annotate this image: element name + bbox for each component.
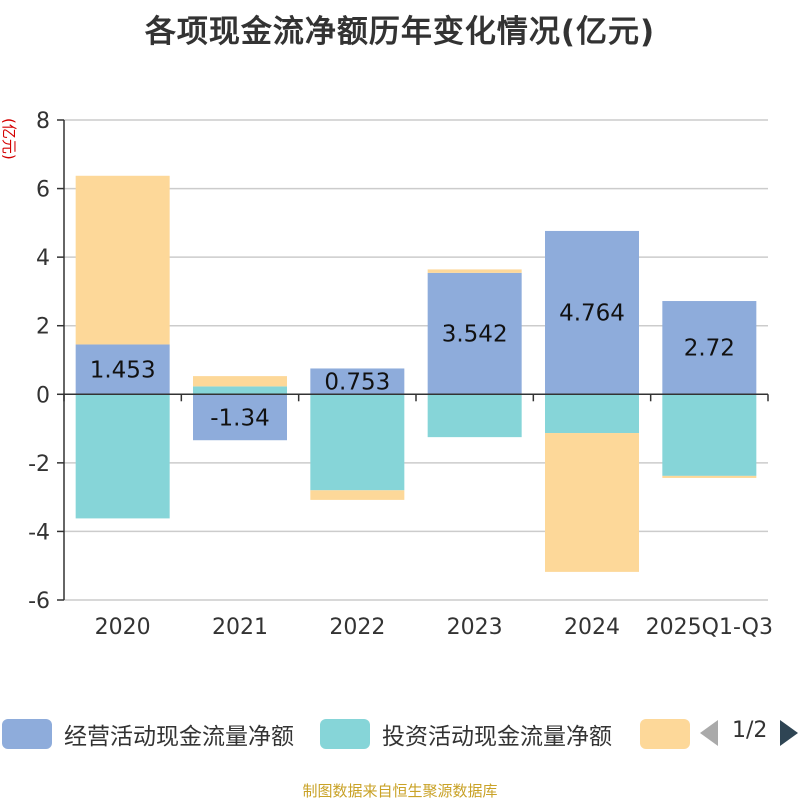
data-label: 2.72: [684, 336, 735, 362]
legend-label-investing: 投资活动现金流量净额: [382, 724, 612, 750]
bar-segment-s1: [310, 394, 405, 491]
legend-item-operating[interactable]: 经营活动现金流量净额: [2, 716, 294, 752]
pager-page-indicator: 1/2: [732, 718, 768, 743]
y-tick-label: 2: [36, 315, 50, 340]
bar-chart: 8 6 4 2 0 -2 -4 -6 (亿元) 2020 2021 2022 2023 2024 2025Q…: [0, 109, 773, 640]
bar-segment-s2: [75, 175, 170, 345]
bar-segment-s1: [75, 394, 170, 519]
y-tick-label: 8: [36, 109, 50, 134]
bar-segment-s0: [75, 344, 170, 395]
bar-segment-s0: [310, 368, 405, 395]
x-category-label: 2022: [329, 615, 385, 640]
legend-swatch-operating: [2, 719, 52, 749]
data-source-note: 制图数据来自恒生聚源数据库: [302, 782, 498, 800]
x-category-label: 2024: [564, 615, 620, 640]
legend-pager: 1/2: [700, 716, 800, 752]
bar-segment-s2: [427, 269, 522, 273]
bar-segment-s0: [193, 394, 287, 441]
legend: 经营活动现金流量净额 投资活动现金流量净额: [0, 716, 800, 756]
y-tick-label: -6: [28, 589, 50, 614]
data-label: -1.34: [210, 405, 270, 431]
y-tick-label: -4: [28, 520, 50, 545]
bar-segment-s2: [310, 490, 405, 500]
bar-segment-s1: [193, 386, 287, 395]
data-label: 4.764: [559, 301, 625, 327]
chart-title: 各项现金流净额历年变化情况(亿元): [144, 14, 656, 50]
y-tick-label: 6: [36, 178, 50, 203]
data-label: 1.453: [90, 357, 156, 383]
bar-segment-s0: [662, 301, 757, 395]
y-tick-label: 0: [36, 383, 50, 408]
y-tick-label: -2: [28, 452, 50, 477]
legend-item-financing[interactable]: [640, 716, 702, 752]
y-tick-label: 4: [36, 246, 50, 271]
bar-segment-s2: [662, 475, 757, 478]
x-category-label: 2023: [447, 615, 503, 640]
pager-prev-icon[interactable]: [700, 720, 718, 746]
pager-next-icon[interactable]: [780, 720, 798, 746]
bar-segment-s1: [545, 394, 639, 434]
bar-segment-s0: [545, 230, 639, 395]
legend-swatch-financing: [640, 719, 690, 749]
bar-segment-s1: [427, 394, 522, 438]
x-category-label: 2020: [95, 615, 151, 640]
bar-segment-s2: [545, 433, 639, 572]
bar-segment-s2: [193, 376, 287, 387]
data-label: 0.753: [324, 369, 390, 395]
legend-swatch-investing: [320, 719, 370, 749]
x-category-label: 2025Q1-Q3: [646, 615, 773, 640]
bar-segment-s0: [427, 272, 522, 395]
legend-label-operating: 经营活动现金流量净额: [64, 724, 294, 750]
data-label: 3.542: [442, 322, 508, 348]
bar-segment-s1: [662, 394, 757, 476]
x-category-label: 2021: [212, 615, 268, 640]
y-axis-label: (亿元): [0, 118, 18, 160]
legend-item-investing[interactable]: 投资活动现金流量净额: [320, 716, 612, 752]
